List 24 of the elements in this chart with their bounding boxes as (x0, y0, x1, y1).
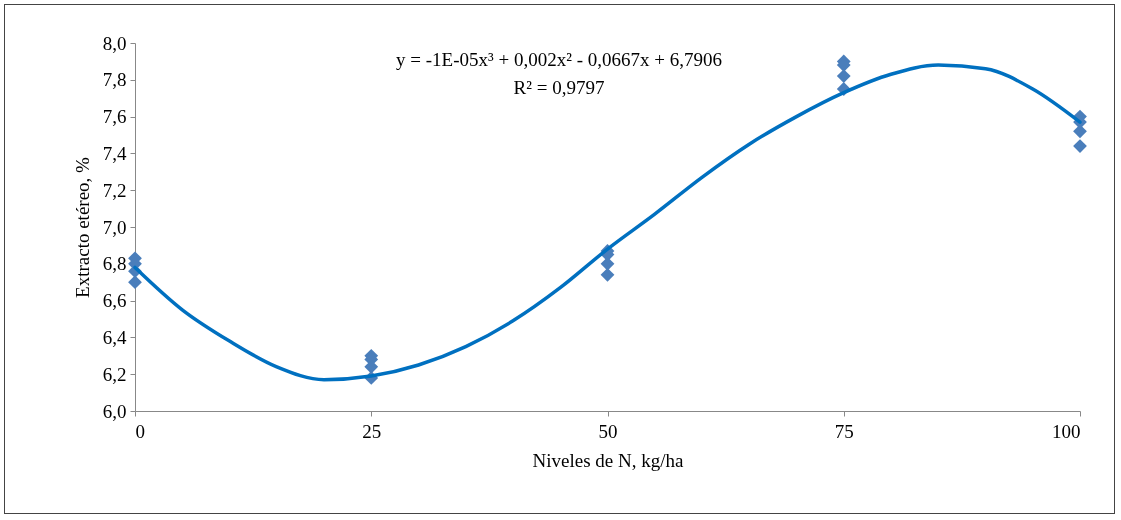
x-tick-label: 25 (362, 420, 382, 442)
y-axis-title: Extracto etéreo, % (71, 156, 93, 298)
point (600, 267, 615, 282)
y-tick-label: 8,0 (102, 32, 127, 54)
annotation: y = -1E-05x³ + 0,002x² - 0,0667x + 6,7906 (396, 49, 722, 70)
y-tick-label: 7,4 (102, 142, 127, 164)
point (128, 275, 142, 290)
y-tick-label: 6,2 (102, 363, 127, 385)
x-tick-label: 0 (135, 420, 145, 442)
y-tick-label: 7,8 (102, 69, 127, 91)
y-tick-label: 7,6 (102, 106, 127, 128)
y-tick-label: 6,6 (102, 290, 127, 312)
y-tick-label: 6,0 (102, 400, 127, 422)
y-tick-label: 6,8 (102, 253, 127, 275)
x-tick-label: 50 (598, 420, 618, 442)
y-tick-label: 7,0 (102, 216, 127, 238)
point (836, 69, 851, 84)
x-tick-label: 100 (1052, 420, 1081, 442)
y-tick-label: 7,2 (102, 179, 127, 201)
x-tick-label: 75 (834, 420, 854, 442)
y-tick-label: 6,4 (102, 326, 127, 348)
x-axis-title: Niveles de N, kg/ha (532, 449, 685, 471)
annotation: R² = 0,9797 (513, 77, 605, 98)
point (1073, 124, 1087, 139)
